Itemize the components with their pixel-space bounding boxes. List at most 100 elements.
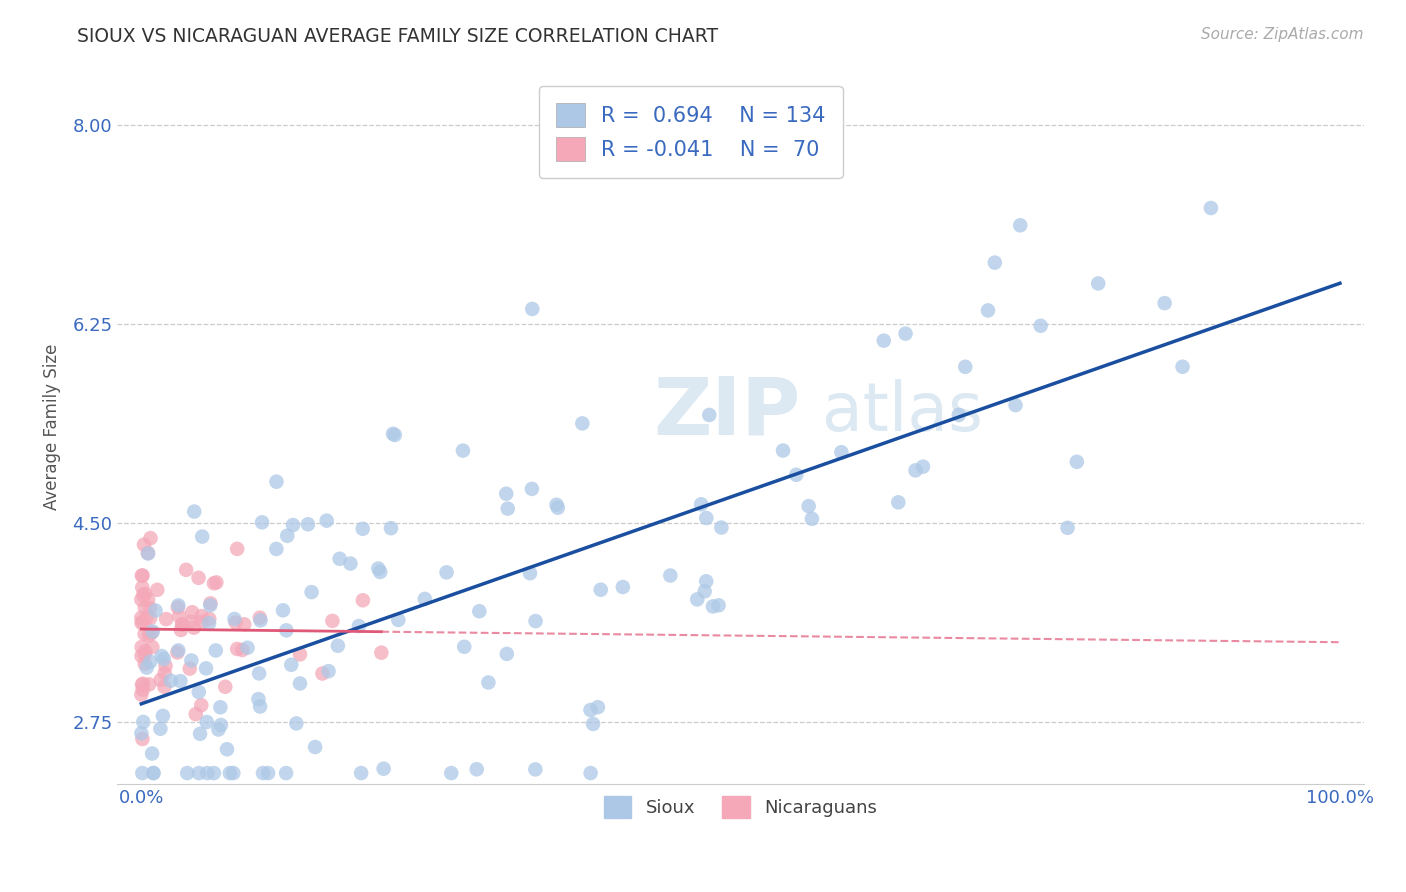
Point [225, 615, 247, 630]
Point [179, 662, 201, 676]
Point [329, 551, 352, 566]
Point [191, 530, 214, 544]
Point [187, 766, 209, 780]
Point [131, 592, 153, 607]
Point [172, 617, 194, 632]
Point [131, 568, 153, 582]
Point [167, 609, 190, 624]
Point [134, 600, 156, 615]
Point [288, 648, 311, 662]
Point [520, 482, 543, 496]
Point [1004, 398, 1026, 412]
Point [495, 486, 517, 500]
Point [249, 611, 271, 625]
Point [195, 766, 218, 780]
Point [233, 617, 256, 632]
Point [659, 568, 682, 582]
Point [247, 692, 270, 706]
Point [326, 639, 349, 653]
Point [134, 644, 156, 658]
Point [183, 504, 205, 518]
Point [152, 709, 174, 723]
Point [132, 714, 155, 729]
Point [250, 516, 273, 530]
Point [387, 613, 409, 627]
Point [522, 301, 544, 316]
Point [152, 652, 174, 666]
Point [524, 614, 547, 628]
Point [266, 475, 288, 489]
Point [131, 640, 153, 654]
Point [153, 666, 176, 681]
Point [131, 678, 153, 692]
Text: Source: ZipAtlas.com: Source: ZipAtlas.com [1201, 27, 1364, 42]
Point [352, 593, 374, 607]
Point [582, 717, 605, 731]
Point [188, 727, 211, 741]
Point [304, 739, 326, 754]
Point [911, 459, 934, 474]
Point [468, 604, 491, 618]
Point [571, 417, 593, 431]
Point [368, 565, 391, 579]
Point [205, 575, 228, 590]
Point [131, 766, 153, 780]
Point [159, 673, 181, 688]
Point [697, 408, 720, 422]
Text: SIOUX VS NICARAGUAN AVERAGE FAMILY SIZE CORRELATION CHART: SIOUX VS NICARAGUAN AVERAGE FAMILY SIZE … [77, 27, 718, 45]
Text: atlas: atlas [821, 379, 983, 445]
Point [904, 463, 927, 477]
Point [465, 762, 488, 776]
Point [142, 766, 165, 780]
Point [231, 643, 253, 657]
Point [281, 518, 304, 533]
Point [132, 677, 155, 691]
Point [135, 660, 157, 674]
Point [477, 675, 499, 690]
Point [276, 529, 298, 543]
Point [579, 766, 602, 780]
Point [887, 495, 910, 509]
Point [247, 666, 270, 681]
Point [315, 514, 337, 528]
Point [318, 664, 340, 678]
Point [132, 588, 155, 602]
Point [131, 726, 153, 740]
Point [134, 648, 156, 662]
Point [153, 680, 176, 694]
Point [134, 587, 156, 601]
Point [131, 648, 153, 663]
Point [352, 522, 374, 536]
Y-axis label: Average Family Size: Average Family Size [44, 343, 60, 509]
Point [496, 501, 519, 516]
Point [436, 566, 458, 580]
Point [180, 653, 202, 667]
Point [236, 640, 259, 655]
Point [350, 766, 373, 780]
Point [1087, 277, 1109, 291]
Point [955, 359, 977, 374]
Point [285, 716, 308, 731]
Point [224, 612, 246, 626]
Point [873, 334, 896, 348]
Point [141, 640, 163, 654]
Point [200, 596, 222, 610]
Point [183, 621, 205, 635]
Point [373, 762, 395, 776]
Point [134, 657, 156, 671]
Point [134, 627, 156, 641]
Point [695, 574, 717, 589]
Point [785, 467, 807, 482]
Point [191, 615, 214, 629]
Point [202, 766, 225, 780]
Point [198, 616, 221, 631]
Point [948, 408, 970, 422]
Point [141, 747, 163, 761]
Point [195, 714, 218, 729]
Point [1066, 455, 1088, 469]
Point [155, 659, 177, 673]
Point [150, 648, 173, 663]
Point [451, 443, 474, 458]
Point [252, 766, 274, 780]
Point [589, 582, 612, 597]
